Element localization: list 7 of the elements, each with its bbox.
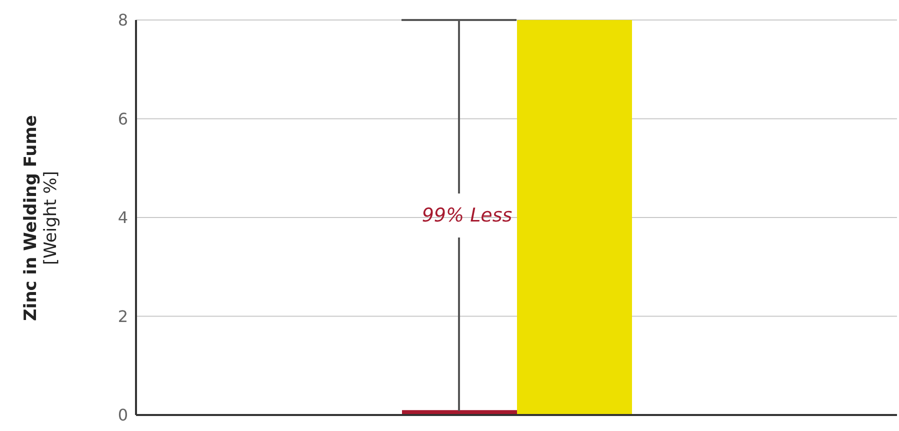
y-tick-label: 6 — [118, 109, 128, 128]
y-axis-title: Zinc in Welding Fume [Weight %] — [21, 115, 61, 321]
y-tick-label: 8 — [118, 10, 128, 30]
y-tick-label: 2 — [118, 306, 128, 326]
annotation: 99% Less — [422, 204, 512, 227]
y-tick-label: 0 — [118, 406, 128, 425]
y-tick-label: 4 — [118, 208, 128, 228]
